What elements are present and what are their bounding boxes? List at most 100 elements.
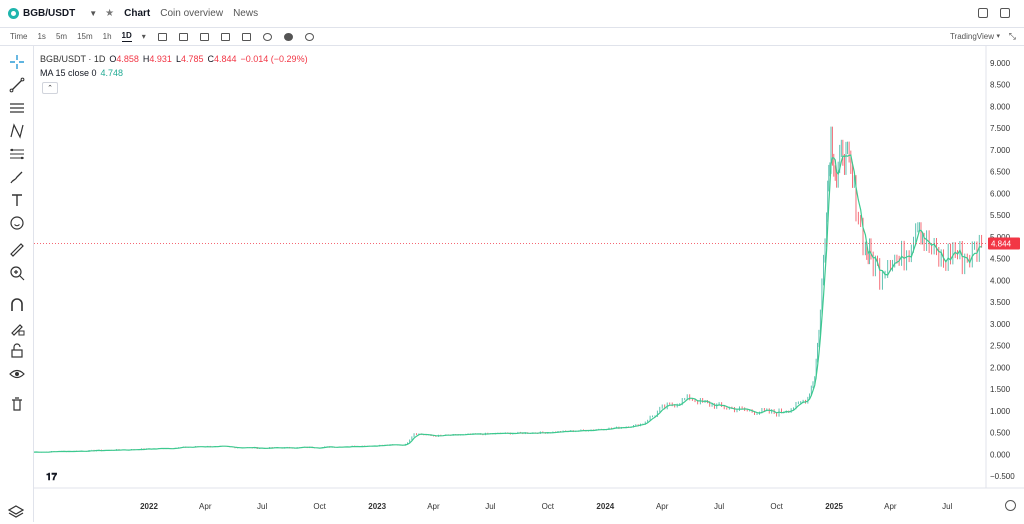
lock-drawing-icon[interactable] xyxy=(9,320,25,336)
timeframe-time[interactable]: Time xyxy=(10,32,28,41)
tab-chart[interactable]: Chart xyxy=(124,8,151,19)
y-tick-label: 0.500 xyxy=(990,429,1011,438)
text-icon[interactable] xyxy=(9,192,25,208)
x-tick-label: 2025 xyxy=(825,502,843,511)
y-tick-label: 6.500 xyxy=(990,168,1011,177)
emoji-icon[interactable] xyxy=(9,215,25,231)
ruler-icon[interactable] xyxy=(9,242,25,258)
lock-icon[interactable] xyxy=(9,343,25,359)
legend-high: 4.931 xyxy=(149,54,172,64)
y-tick-label: 3.500 xyxy=(990,298,1011,307)
x-tick-label: 2023 xyxy=(368,502,386,511)
projection-icon[interactable] xyxy=(9,146,25,162)
y-tick-label: 2.000 xyxy=(990,363,1011,372)
tradingview-logo-icon: 𝟏𝟕 xyxy=(46,472,58,483)
x-tick-label: Jul xyxy=(942,502,952,511)
calendar-icon[interactable] xyxy=(241,32,251,41)
zoom-in-icon[interactable] xyxy=(9,265,25,281)
tab-news[interactable]: News xyxy=(233,8,259,19)
gear-icon[interactable] xyxy=(304,32,314,41)
symbol-selector[interactable]: BGB/USDT xyxy=(8,8,75,19)
last-price-badge xyxy=(988,237,1020,250)
provider-label[interactable]: TradingView xyxy=(949,32,994,41)
y-tick-label: 8.000 xyxy=(990,102,1011,111)
y-tick-label: 0.000 xyxy=(990,450,1011,459)
eye-icon[interactable] xyxy=(9,366,25,382)
y-tick-label: 6.000 xyxy=(990,189,1011,198)
x-tick-label: 2022 xyxy=(140,502,158,511)
timeframe-5m[interactable]: 5m xyxy=(55,32,68,41)
calculator-icon[interactable] xyxy=(978,8,988,18)
coin-logo-icon xyxy=(8,8,19,19)
timeframe-dropdown-icon[interactable]: ▾ xyxy=(141,32,146,41)
legend-open-label: O xyxy=(109,54,117,64)
y-tick-label: 5.000 xyxy=(990,233,1011,242)
brush-icon[interactable] xyxy=(9,169,25,185)
timeframe-1s[interactable]: 1s xyxy=(37,32,46,41)
replay-icon[interactable] xyxy=(262,32,272,41)
y-tick-label: 2.500 xyxy=(990,342,1011,351)
x-tick-label: Apr xyxy=(427,502,440,511)
timeframe-15m[interactable]: 15m xyxy=(77,32,93,41)
y-tick-label: 7.000 xyxy=(990,146,1011,155)
candles-icon[interactable] xyxy=(178,32,188,41)
y-tick-label: −0.500 xyxy=(990,472,1015,481)
compare-icon[interactable] xyxy=(199,32,209,41)
star-icon[interactable]: ★ xyxy=(105,8,115,19)
drawing-toolbar xyxy=(0,46,34,522)
legend-close-label: C xyxy=(207,54,214,64)
legend-open: 4.858 xyxy=(116,54,139,64)
collapse-icon[interactable]: ⤡ xyxy=(1008,31,1016,41)
magnet-icon[interactable] xyxy=(9,297,25,313)
symbol-label: BGB/USDT xyxy=(23,8,76,19)
legend-title: BGB/USDT · 1D xyxy=(40,54,106,64)
y-tick-label: 1.500 xyxy=(990,385,1011,394)
y-tick-label: 3.000 xyxy=(990,320,1011,329)
x-tick-label: Apr xyxy=(884,502,897,511)
provider-dropdown-icon[interactable]: ▾ xyxy=(996,33,1000,40)
x-tick-label: Apr xyxy=(656,502,669,511)
chart-legend: BGB/USDT · 1D O 4.858 H 4.931 L 4.785 C 4.84… xyxy=(40,52,308,80)
camera-icon[interactable] xyxy=(220,32,230,41)
trash-icon[interactable] xyxy=(9,396,25,412)
x-tick-label: Oct xyxy=(313,502,326,511)
last-price-label: 4.844 xyxy=(991,240,1012,249)
legend-collapse-button[interactable]: ⌃ xyxy=(42,82,58,94)
price-chart[interactable]: 9.5009.0008.5008.0007.5007.0006.5006.000… xyxy=(34,46,1024,522)
ma-value: 4.748 xyxy=(100,68,124,78)
x-tick-label: Apr xyxy=(199,502,212,511)
play-icon[interactable] xyxy=(283,32,293,41)
y-tick-label: 5.500 xyxy=(990,211,1011,220)
ma-line xyxy=(34,154,982,453)
y-tick-label: 4.500 xyxy=(990,255,1011,264)
x-tick-label: Jul xyxy=(485,502,495,511)
fullscreen-icon[interactable] xyxy=(1000,8,1010,18)
indicators-icon[interactable] xyxy=(157,32,167,41)
legend-close: 4.844 xyxy=(213,54,237,64)
y-tick-label: 1.000 xyxy=(990,407,1011,416)
x-tick-label: Oct xyxy=(770,502,783,511)
y-tick-label: 9.000 xyxy=(990,59,1011,68)
chart-settings-icon[interactable] xyxy=(1005,500,1016,511)
ma-label: MA 15 close 0 xyxy=(40,68,97,78)
horizontal-lines-icon[interactable] xyxy=(9,100,25,116)
y-tick-label: 7.500 xyxy=(990,124,1011,133)
crosshair-icon[interactable] xyxy=(9,54,25,70)
y-tick-label: 8.500 xyxy=(990,81,1011,90)
legend-low: 4.785 xyxy=(180,54,204,64)
pattern-icon[interactable] xyxy=(9,123,25,139)
legend-change: −0.014 (−0.29%) xyxy=(240,54,308,64)
x-tick-label: Oct xyxy=(542,502,555,511)
top-right-actions xyxy=(978,8,1010,18)
y-tick-label: 4.000 xyxy=(990,276,1011,285)
top-bar: BGB/USDT ▼ ★ Chart Coin overview News xyxy=(0,0,1024,28)
chart-toolbar: Time 1s 5m 15m 1h 1D ▾ TradingView ▾ ⤡ xyxy=(0,28,1024,46)
tab-coin-overview[interactable]: Coin overview xyxy=(160,8,224,19)
timeframe-1h[interactable]: 1h xyxy=(102,32,112,41)
layers-icon[interactable] xyxy=(7,505,25,519)
chevron-down-icon[interactable]: ▼ xyxy=(89,9,98,18)
legend-high-label: H xyxy=(142,54,150,64)
x-tick-label: 2024 xyxy=(596,502,614,511)
timeframe-1d[interactable]: 1D xyxy=(121,31,132,42)
trend-line-icon[interactable] xyxy=(9,77,25,93)
